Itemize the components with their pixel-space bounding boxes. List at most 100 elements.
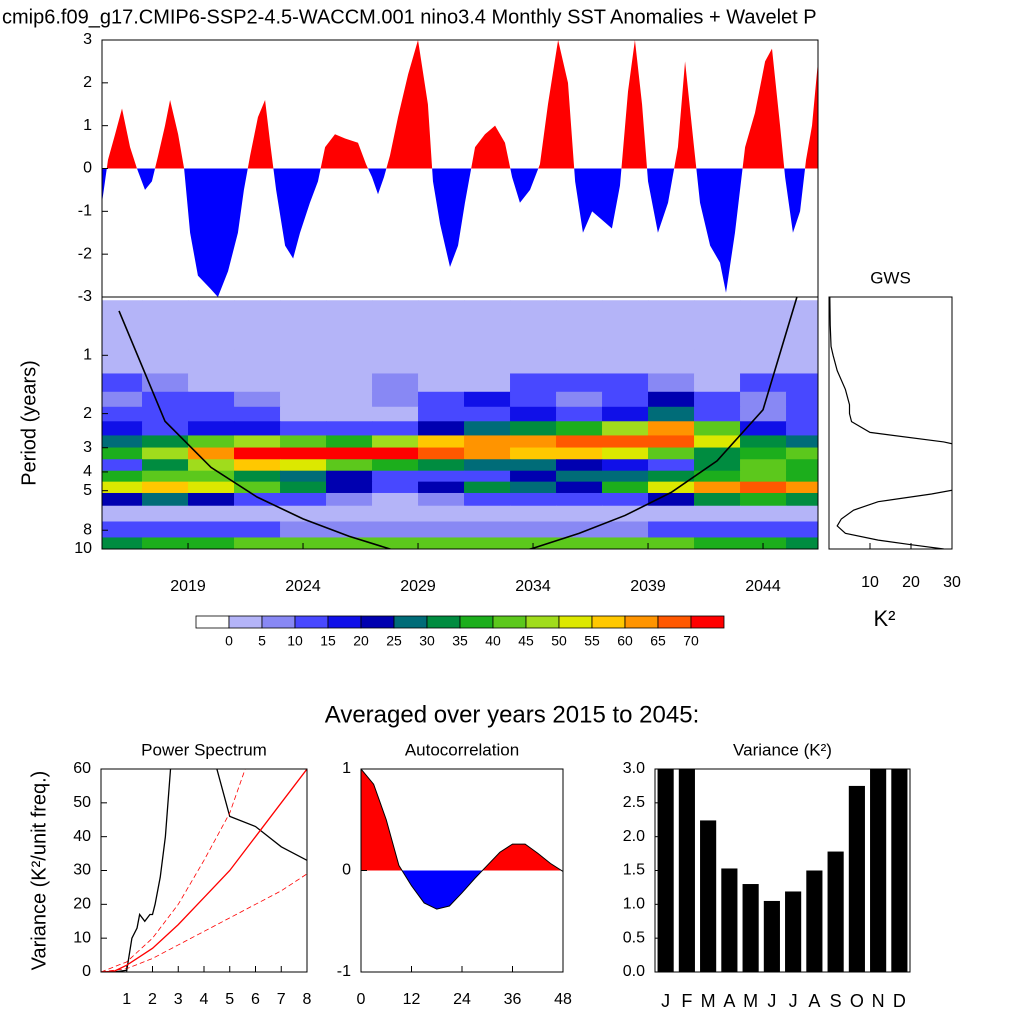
plot-area bbox=[102, 297, 818, 549]
power-cell bbox=[740, 373, 787, 393]
power-cell bbox=[372, 300, 419, 325]
colorbar-box bbox=[426, 615, 461, 629]
power-cell bbox=[602, 481, 649, 494]
bar bbox=[657, 769, 674, 972]
power-cell bbox=[786, 391, 818, 408]
panel: Variance (K²)0.00.51.01.52.02.53.0J F M A M J… bbox=[623, 740, 911, 1011]
bar bbox=[806, 870, 823, 972]
power-cell bbox=[142, 470, 189, 483]
power-cell bbox=[464, 373, 511, 393]
power-cell bbox=[188, 459, 235, 472]
power-cell bbox=[234, 459, 281, 472]
power-cell bbox=[326, 481, 373, 494]
power-cell bbox=[372, 373, 419, 393]
power-cell bbox=[372, 435, 419, 449]
power-cell bbox=[510, 492, 557, 507]
colorbar-box bbox=[228, 615, 263, 629]
power-cell bbox=[188, 481, 235, 494]
power-cell bbox=[372, 521, 419, 538]
plot-frame bbox=[100, 768, 308, 973]
power-cell bbox=[556, 391, 603, 408]
power-cell bbox=[740, 391, 787, 408]
power-cell bbox=[510, 481, 557, 494]
power-cell bbox=[694, 406, 741, 422]
power-cell bbox=[740, 300, 787, 325]
power-cell bbox=[694, 492, 741, 507]
power-cell bbox=[142, 435, 189, 449]
x-tick-label: J bbox=[767, 991, 776, 1011]
y-tick-label: 2.0 bbox=[623, 828, 645, 845]
power-cell bbox=[694, 505, 741, 522]
power-cell bbox=[234, 300, 281, 325]
x-tick-label: 6 bbox=[251, 991, 260, 1008]
power-cell bbox=[102, 391, 143, 408]
power-cell bbox=[280, 481, 327, 494]
power-cell bbox=[740, 470, 787, 483]
power-cell bbox=[464, 349, 511, 374]
power-cell bbox=[142, 373, 189, 393]
colorbar-box bbox=[360, 615, 395, 629]
power-cell bbox=[372, 481, 419, 494]
colorbar-box bbox=[591, 615, 626, 629]
power-cell bbox=[694, 470, 741, 483]
power-cell bbox=[556, 435, 603, 449]
y-tick-label: 40 bbox=[73, 828, 91, 845]
bar bbox=[827, 851, 844, 972]
power-cell bbox=[602, 300, 649, 325]
power-cell bbox=[372, 459, 419, 472]
power-cell bbox=[188, 406, 235, 422]
power-cell bbox=[464, 481, 511, 494]
power-cell bbox=[280, 447, 327, 460]
plot-area bbox=[101, 769, 307, 972]
plot-frame bbox=[360, 768, 564, 973]
power-cell bbox=[648, 406, 695, 422]
y-tick-label: 0 bbox=[342, 862, 351, 879]
x-tick-label: 5 bbox=[225, 991, 234, 1008]
y-tick-label: 0 bbox=[82, 963, 91, 980]
power-cell bbox=[510, 300, 557, 325]
power-cell bbox=[464, 300, 511, 325]
plot-area bbox=[361, 769, 563, 910]
power-cell bbox=[326, 391, 373, 408]
power-cell bbox=[740, 481, 787, 494]
panel: Autocorrelation -1 0 1 0 12 24 36 48 bbox=[337, 740, 572, 1008]
y-tick-label: 0.0 bbox=[623, 963, 645, 980]
x-tick-label: J bbox=[661, 991, 670, 1011]
power-cell bbox=[464, 447, 511, 460]
x-tick-label: 24 bbox=[453, 991, 471, 1008]
power-cell bbox=[188, 537, 235, 549]
x-tick-label: 36 bbox=[504, 991, 522, 1008]
y-tick-label: 10 bbox=[73, 929, 91, 946]
power-cell bbox=[188, 447, 235, 460]
power-cell bbox=[556, 349, 603, 374]
colorbar-label: 5 bbox=[258, 633, 266, 649]
bar bbox=[721, 868, 738, 972]
power-cell bbox=[372, 421, 419, 436]
power-cell bbox=[418, 373, 465, 393]
colorbar-label: 50 bbox=[551, 633, 567, 649]
power-cell bbox=[648, 349, 695, 374]
colorbar-box bbox=[492, 615, 527, 629]
power-cell bbox=[418, 435, 465, 449]
y-tick-label: -3 bbox=[78, 288, 92, 305]
plot-area bbox=[657, 769, 908, 972]
power-cell bbox=[372, 391, 419, 408]
y-tick-label: 0 bbox=[83, 160, 92, 177]
power-cell bbox=[740, 492, 787, 507]
power-cell bbox=[602, 349, 649, 374]
power-cell bbox=[234, 481, 281, 494]
power-cell bbox=[326, 537, 373, 549]
power-cell bbox=[142, 459, 189, 472]
x-tick-label: 30 bbox=[943, 574, 961, 591]
power-cell bbox=[556, 406, 603, 422]
x-tick-label: 2 bbox=[148, 991, 157, 1008]
power-cell bbox=[464, 470, 511, 483]
x-tick-label: M bbox=[743, 991, 758, 1011]
spectrum-line bbox=[829, 297, 952, 549]
power-cell bbox=[418, 447, 465, 460]
panel-title: Power Spectrum bbox=[141, 740, 267, 759]
x-tick-label: A bbox=[808, 991, 820, 1011]
power-cell bbox=[234, 435, 281, 449]
power-cell bbox=[556, 521, 603, 538]
